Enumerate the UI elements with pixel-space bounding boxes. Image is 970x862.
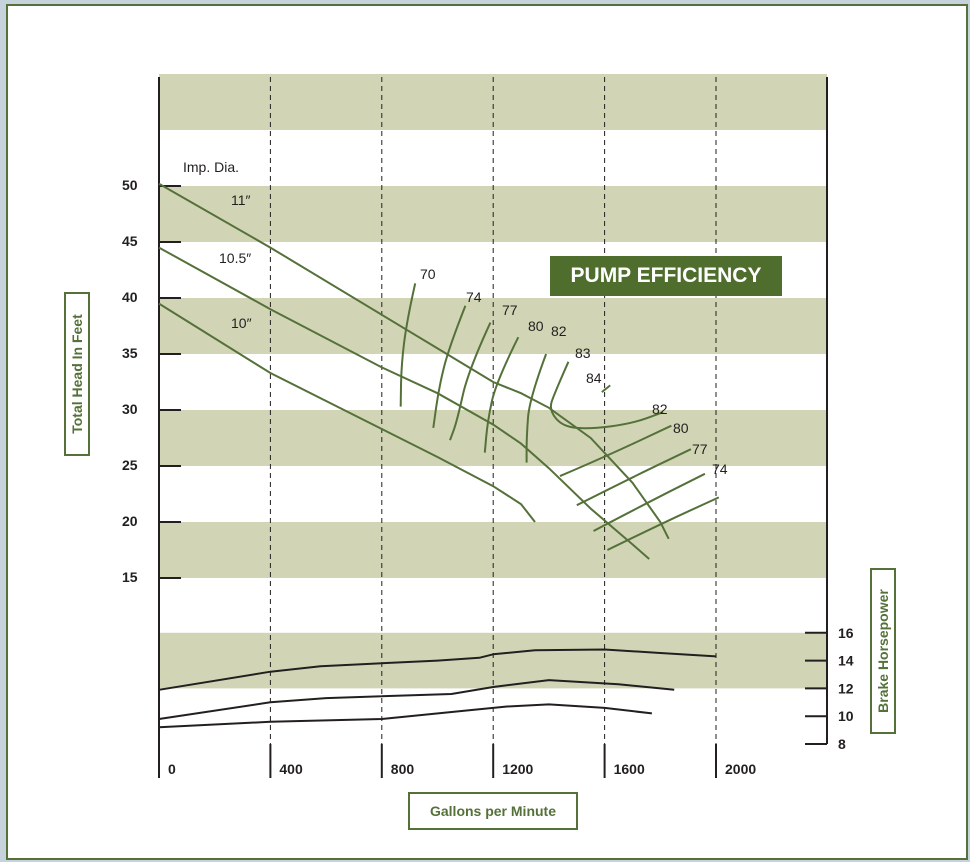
efficiency-curve xyxy=(593,472,706,532)
y2-axis-label: Brake Horsepower xyxy=(870,568,896,734)
efficiency-label: 83 xyxy=(575,345,591,361)
chart-frame: 50 45 40 35 30 25 20 15 16 14 12 10 8 0 400 800 1200 1600… xyxy=(6,4,968,860)
efficiency-label: 82 xyxy=(551,323,567,339)
efficiency-curve xyxy=(449,322,492,441)
efficiency-label: 80 xyxy=(528,318,544,334)
y-axis-label: Total Head In Feet xyxy=(64,292,90,456)
y-tick-label: 35 xyxy=(122,345,138,361)
chart-title: PUMP EFFICIENCY xyxy=(550,256,782,296)
band xyxy=(159,74,827,130)
efficiency-curve xyxy=(606,496,720,551)
efficiency-label: 70 xyxy=(420,266,436,282)
y-tick-label: 50 xyxy=(122,177,138,193)
efficiency-curve xyxy=(576,448,692,507)
x-axis-label: Gallons per Minute xyxy=(408,792,578,830)
y2-tick-label: 14 xyxy=(838,653,854,669)
y2-tick-label: 16 xyxy=(838,625,854,641)
bhp-curve xyxy=(158,679,675,720)
x-tick-label: 400 xyxy=(279,761,303,777)
y2-tick-label: 10 xyxy=(838,708,854,724)
bhp-band xyxy=(159,632,827,689)
efficiency-label: 74 xyxy=(466,289,482,305)
y2-tick-label: 8 xyxy=(838,736,846,752)
x-tick-label: 0 xyxy=(168,761,176,777)
efficiency-label: 80 xyxy=(673,420,689,436)
head-curve-label: 10.5″ xyxy=(219,250,251,266)
y-tick-label: 40 xyxy=(122,289,138,305)
x-tick-label: 1600 xyxy=(614,761,645,777)
x-tick-label: 2000 xyxy=(725,761,756,777)
impeller-label: Imp. Dia. xyxy=(183,159,239,175)
efficiency-curve xyxy=(432,305,467,429)
efficiency-label: 84 xyxy=(586,370,602,386)
efficiency-curve xyxy=(399,283,417,407)
efficiency-label: 77 xyxy=(502,302,518,318)
band xyxy=(159,298,827,354)
efficiency-curve xyxy=(601,384,611,393)
head-curve-label: 10″ xyxy=(231,315,252,331)
y-tick-label: 20 xyxy=(122,513,138,529)
efficiency-curve xyxy=(549,361,664,430)
bhp-curve xyxy=(158,648,717,691)
head-curve-label: 11″ xyxy=(231,192,251,208)
efficiency-label: 74 xyxy=(712,461,728,477)
y-tick-label: 25 xyxy=(122,457,138,473)
x-tick-label: 800 xyxy=(391,761,415,777)
head-curve xyxy=(158,182,670,540)
efficiency-label: 82 xyxy=(652,401,668,417)
bhp-curve xyxy=(158,703,653,729)
y-tick-label: 15 xyxy=(122,569,138,585)
head-curve xyxy=(158,302,536,523)
efficiency-curve xyxy=(559,424,672,478)
efficiency-curve xyxy=(525,353,548,463)
y-tick-label: 45 xyxy=(122,233,138,249)
y2-tick-label: 12 xyxy=(838,680,854,696)
y-tick-label: 30 xyxy=(122,401,138,417)
efficiency-label: 77 xyxy=(692,441,708,457)
head-curve xyxy=(158,246,650,560)
efficiency-curve xyxy=(483,336,520,453)
x-tick-label: 1200 xyxy=(502,761,533,777)
